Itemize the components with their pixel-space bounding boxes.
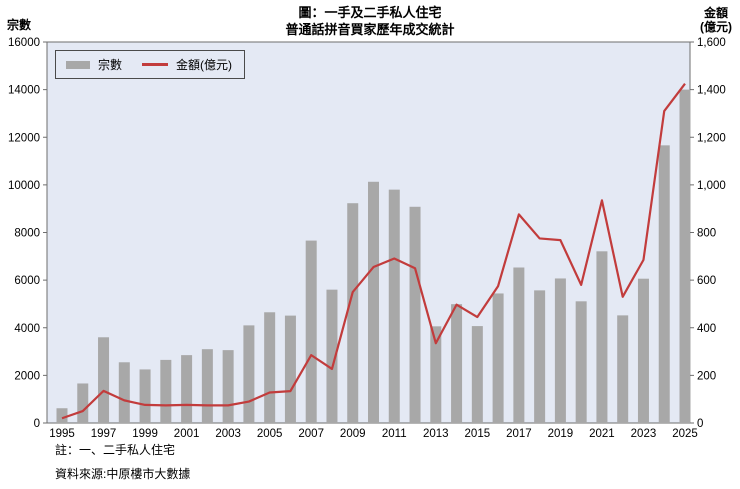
right-axis-tick-label: 1,000 [697, 180, 726, 192]
left-axis-tick-label: 0 [34, 418, 40, 430]
bar-2008 [326, 289, 338, 423]
bar-2025 [679, 89, 691, 423]
bar-2001 [181, 355, 193, 423]
bar-2007 [305, 240, 317, 423]
right-axis-tick-label: 400 [697, 323, 716, 335]
x-axis-label-2021: 2021 [589, 428, 615, 440]
x-axis-label-2003: 2003 [215, 428, 241, 440]
right-axis-title-line2: (億元) [700, 20, 732, 34]
bar-2022 [617, 315, 629, 423]
x-axis-label-1995: 1995 [49, 428, 75, 440]
right-axis-tick-label: 1,400 [697, 85, 726, 97]
left-axis-title: 宗數 [7, 18, 32, 32]
bar-1997 [98, 337, 110, 423]
x-axis-label-1997: 1997 [91, 428, 117, 440]
bars-legend-label: 宗數 [98, 58, 123, 72]
x-axis-label-2017: 2017 [506, 428, 532, 440]
bar-1995 [56, 408, 68, 423]
bar-2006 [284, 315, 296, 423]
x-axis-label-2001: 2001 [174, 428, 200, 440]
bar-1999 [139, 369, 151, 423]
chart-title: 圖：一手及二手私人住宅 普通話拼音買家歷年成交統計 [0, 4, 740, 38]
bar-2014 [451, 304, 463, 423]
x-axis-label-2007: 2007 [298, 428, 324, 440]
bar-1998 [118, 362, 130, 423]
bar-2016 [492, 293, 504, 423]
left-axis-tick-label: 6000 [14, 275, 40, 287]
x-axis-label-2019: 2019 [548, 428, 574, 440]
legend: 宗數 金額(億元) [55, 50, 246, 79]
left-axis-tick-label: 14000 [8, 85, 40, 97]
bar-2009 [347, 203, 359, 423]
x-axis-label-2005: 2005 [257, 428, 283, 440]
bar-2015 [471, 326, 483, 423]
bar-2011 [388, 189, 400, 423]
bar-2004 [243, 325, 255, 423]
bar-2000 [160, 359, 172, 423]
line-legend-label: 金額(億元) [176, 58, 233, 72]
bar-2005 [264, 312, 276, 423]
line-legend-swatch-icon [142, 63, 169, 66]
bar-2021 [596, 251, 608, 423]
right-axis-tick-label: 1,600 [697, 37, 726, 49]
amount-line [61, 83, 686, 420]
left-axis-tick-label: 8000 [14, 228, 40, 240]
bar-2019 [554, 278, 566, 423]
x-axis-label-2013: 2013 [423, 428, 449, 440]
left-axis-tick-label: 12000 [8, 132, 40, 144]
bar-2002 [201, 349, 213, 423]
right-axis-tick-label: 600 [697, 275, 716, 287]
right-axis-tick-label: 800 [697, 228, 716, 240]
x-axis-label-2011: 2011 [382, 428, 407, 440]
bar-2023 [637, 278, 649, 423]
right-axis-tick-label: 0 [697, 418, 703, 430]
bar-2024 [658, 145, 670, 423]
left-axis-tick-label: 10000 [8, 180, 40, 192]
bar-2010 [368, 181, 379, 423]
x-axis-label-2025: 2025 [672, 428, 698, 440]
chart-title-line1: 圖：一手及二手私人住宅 [298, 5, 442, 20]
right-axis-tick-label: 1,200 [697, 132, 726, 144]
x-axis-label-2023: 2023 [631, 428, 657, 440]
bar-2013 [430, 326, 442, 423]
right-axis-title-line1: 金額 [703, 6, 728, 20]
chart-title-line2: 普通話拼音買家歷年成交統計 [285, 22, 455, 37]
footnote-note: 註：一、二手私人住宅 [55, 443, 176, 457]
left-axis-tick-label: 4000 [14, 323, 40, 335]
bar-2017 [513, 267, 525, 423]
bar-1996 [77, 383, 89, 423]
right-axis-tick-label: 200 [697, 370, 716, 382]
left-axis-tick-label: 16000 [8, 37, 40, 49]
bars-legend-swatch-icon [66, 60, 90, 69]
left-axis-tick-label: 2000 [14, 370, 40, 382]
right-axis-title: 金額 (億元) [694, 6, 738, 34]
x-axis-label-2009: 2009 [340, 428, 366, 440]
bar-2018 [534, 290, 546, 423]
x-axis-label-2015: 2015 [465, 428, 491, 440]
footnote-source: 資料來源:中原樓市大數據 [55, 467, 191, 481]
bar-2020 [575, 301, 587, 423]
bar-2012 [409, 206, 421, 423]
x-axis-label-1999: 1999 [132, 428, 158, 440]
bar-2003 [222, 350, 234, 423]
